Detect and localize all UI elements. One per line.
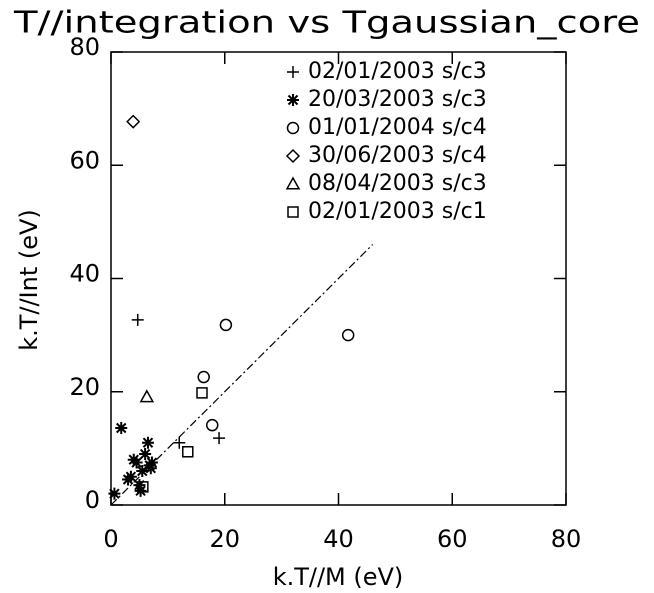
y-tick-label: 60: [69, 146, 100, 174]
reference-line: [110, 244, 374, 506]
legend-symbol: [287, 66, 299, 78]
point: [145, 456, 158, 469]
point: [130, 456, 143, 469]
y-axis-label: k.T//Int (eV): [15, 209, 43, 351]
point: [137, 481, 149, 493]
chart-title: T//integration vs Tgaussian_core: [13, 6, 640, 41]
legend-symbol: [285, 176, 301, 190]
point: [131, 313, 144, 326]
y-tick-label: 40: [69, 260, 100, 288]
point: [213, 432, 226, 445]
legend-symbol: [287, 206, 299, 218]
y-tick-label: 0: [85, 486, 100, 514]
point: [144, 462, 157, 475]
point: [133, 479, 146, 492]
point: [124, 470, 137, 483]
point: [141, 436, 154, 449]
x-tick-label: 80: [551, 525, 582, 553]
x-tick-label: 20: [209, 525, 240, 553]
point: [341, 328, 355, 342]
x-tick-label: 0: [103, 525, 118, 553]
legend-symbol: [286, 121, 300, 135]
x-axis-label: k.T//M (eV): [273, 563, 404, 591]
point: [134, 484, 147, 497]
point: [139, 389, 155, 403]
legend-label: 30/06/2003 s/c4: [308, 143, 487, 168]
point: [173, 436, 186, 449]
legend-label: 08/04/2003 s/c3: [308, 171, 487, 196]
legend-label: 02/01/2003 s/c3: [308, 59, 487, 84]
x-tick-label: 60: [437, 525, 468, 553]
legend-symbol: [285, 148, 301, 164]
y-tick-label: 20: [69, 373, 100, 401]
point: [196, 387, 208, 399]
point: [115, 421, 128, 434]
x-tick-label: 40: [323, 525, 354, 553]
legend-label: 01/01/2004 s/c4: [308, 115, 487, 140]
legend-symbol: [287, 94, 299, 106]
point: [136, 465, 149, 478]
point: [205, 418, 219, 432]
point: [197, 370, 210, 384]
point: [108, 487, 121, 500]
point: [126, 114, 141, 129]
legend-label: 02/01/2003 s/c1: [308, 199, 487, 224]
point: [182, 446, 194, 458]
legend-label: 20/03/2003 s/c3: [308, 87, 487, 112]
point: [139, 448, 152, 461]
y-tick-label: 80: [69, 33, 100, 61]
point: [219, 318, 233, 332]
